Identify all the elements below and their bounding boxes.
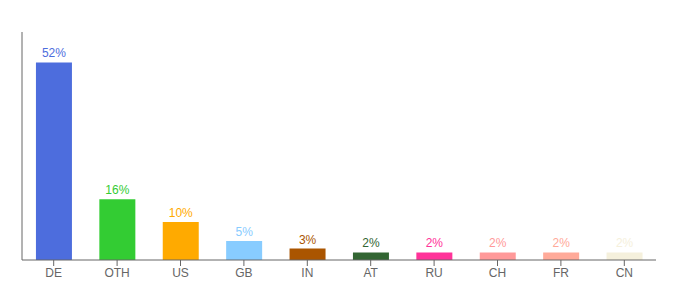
svg-text:FR: FR: [553, 266, 569, 280]
svg-text:52%: 52%: [42, 46, 66, 60]
svg-text:GB: GB: [235, 266, 252, 280]
svg-text:10%: 10%: [169, 206, 193, 220]
svg-text:3%: 3%: [299, 233, 317, 247]
svg-text:2%: 2%: [616, 236, 634, 250]
svg-text:2%: 2%: [552, 236, 570, 250]
svg-text:OTH: OTH: [104, 266, 129, 280]
svg-text:2%: 2%: [426, 236, 444, 250]
svg-text:5%: 5%: [235, 225, 253, 239]
svg-text:16%: 16%: [105, 183, 129, 197]
svg-text:DE: DE: [45, 266, 62, 280]
svg-text:IN: IN: [301, 266, 313, 280]
svg-text:CH: CH: [489, 266, 506, 280]
svg-text:RU: RU: [425, 266, 442, 280]
svg-text:AT: AT: [363, 266, 378, 280]
svg-text:CN: CN: [616, 266, 633, 280]
svg-text:US: US: [172, 266, 189, 280]
svg-text:2%: 2%: [489, 236, 507, 250]
svg-text:2%: 2%: [362, 236, 380, 250]
